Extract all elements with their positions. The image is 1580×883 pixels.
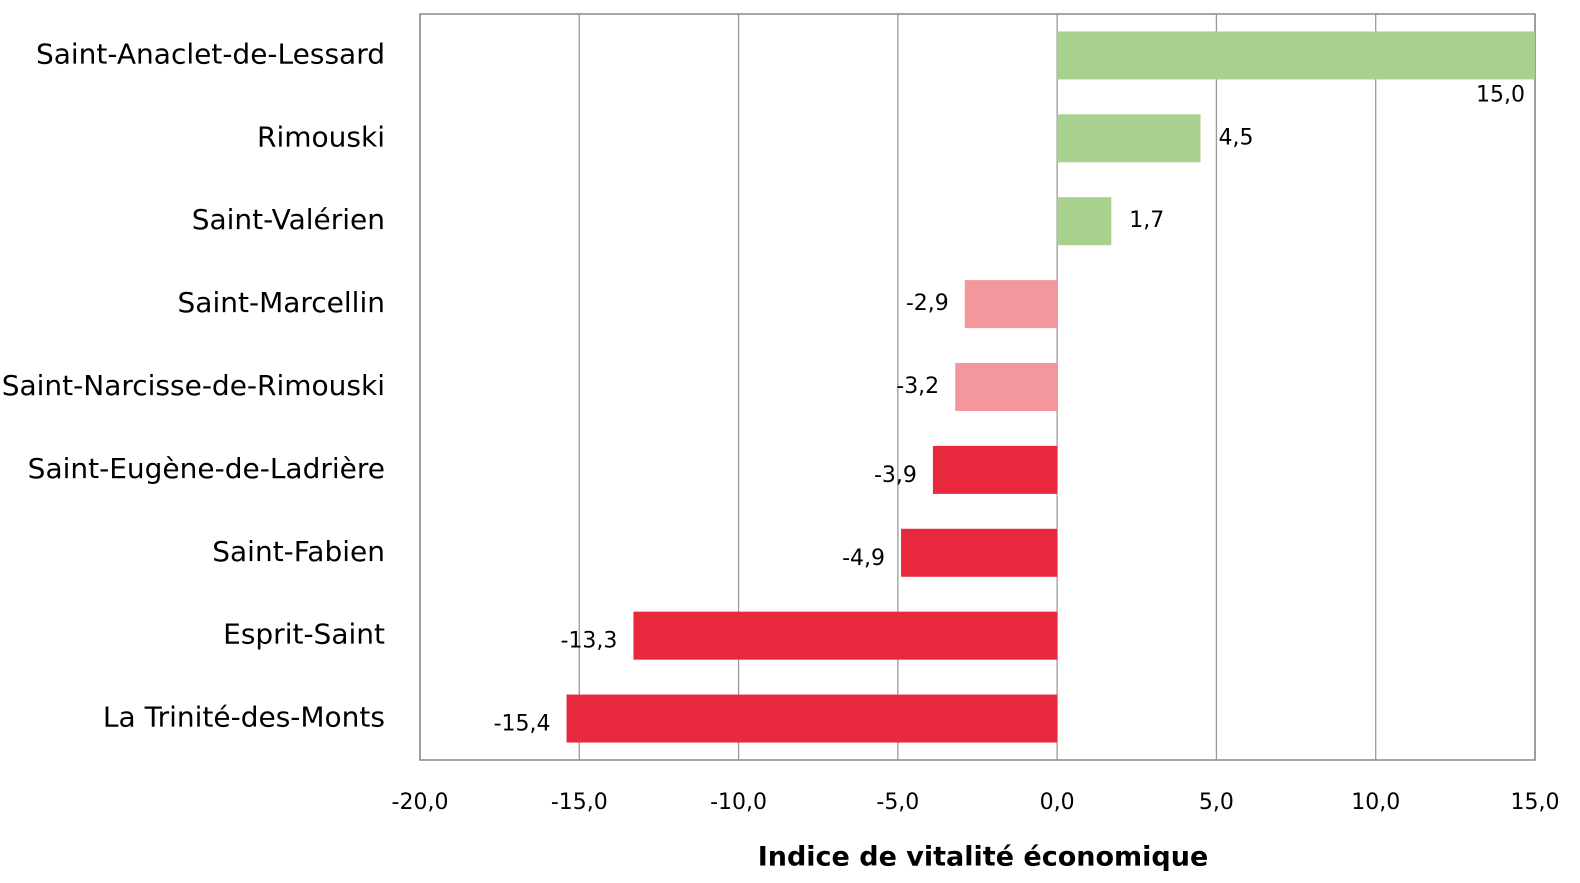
y-tick-label: Rimouski <box>257 120 385 153</box>
x-axis-title: Indice de vitalité économique <box>758 842 1209 873</box>
y-tick-label: Saint-Anaclet-de-Lessard <box>36 37 385 70</box>
value-label: -13,3 <box>561 629 618 654</box>
y-tick-label: Saint-Narcisse-de-Rimouski <box>2 369 385 402</box>
x-tick-label: -5,0 <box>876 790 919 815</box>
bar <box>566 694 1058 743</box>
x-tick-label: 10,0 <box>1351 790 1400 815</box>
plot-border <box>419 13 1536 761</box>
value-label: 4,5 <box>1219 125 1254 150</box>
y-tick-label: Saint-Fabien <box>212 535 385 568</box>
bar <box>1057 197 1112 246</box>
bar <box>901 528 1058 577</box>
x-tick-label: 5,0 <box>1199 790 1234 815</box>
bar <box>1057 31 1535 80</box>
bar <box>955 363 1058 411</box>
bar <box>964 280 1058 329</box>
value-label: -3,2 <box>896 374 939 399</box>
value-label: -2,9 <box>906 291 949 316</box>
y-tick-label: La Trinité-des-Monts <box>103 701 385 734</box>
bar <box>633 611 1058 660</box>
y-tick-label: Saint-Valérien <box>192 203 385 236</box>
value-label: 15,0 <box>1476 82 1525 107</box>
x-tick-label: 0,0 <box>1040 790 1075 815</box>
value-label: -3,9 <box>874 463 917 488</box>
y-tick-label: Saint-Eugène-de-Ladrière <box>28 452 385 485</box>
value-label: 1,7 <box>1129 208 1164 233</box>
x-tick-label: -20,0 <box>392 790 449 815</box>
value-label: -15,4 <box>494 712 551 737</box>
bar <box>1057 114 1201 163</box>
x-tick-label: -10,0 <box>710 790 767 815</box>
x-tick-label: 15,0 <box>1511 790 1560 815</box>
y-tick-label: Saint-Marcellin <box>178 286 385 319</box>
y-tick-label: Esprit-Saint <box>223 618 385 651</box>
bar <box>932 445 1058 494</box>
x-tick-label: -15,0 <box>551 790 608 815</box>
value-label: -4,9 <box>842 546 885 571</box>
